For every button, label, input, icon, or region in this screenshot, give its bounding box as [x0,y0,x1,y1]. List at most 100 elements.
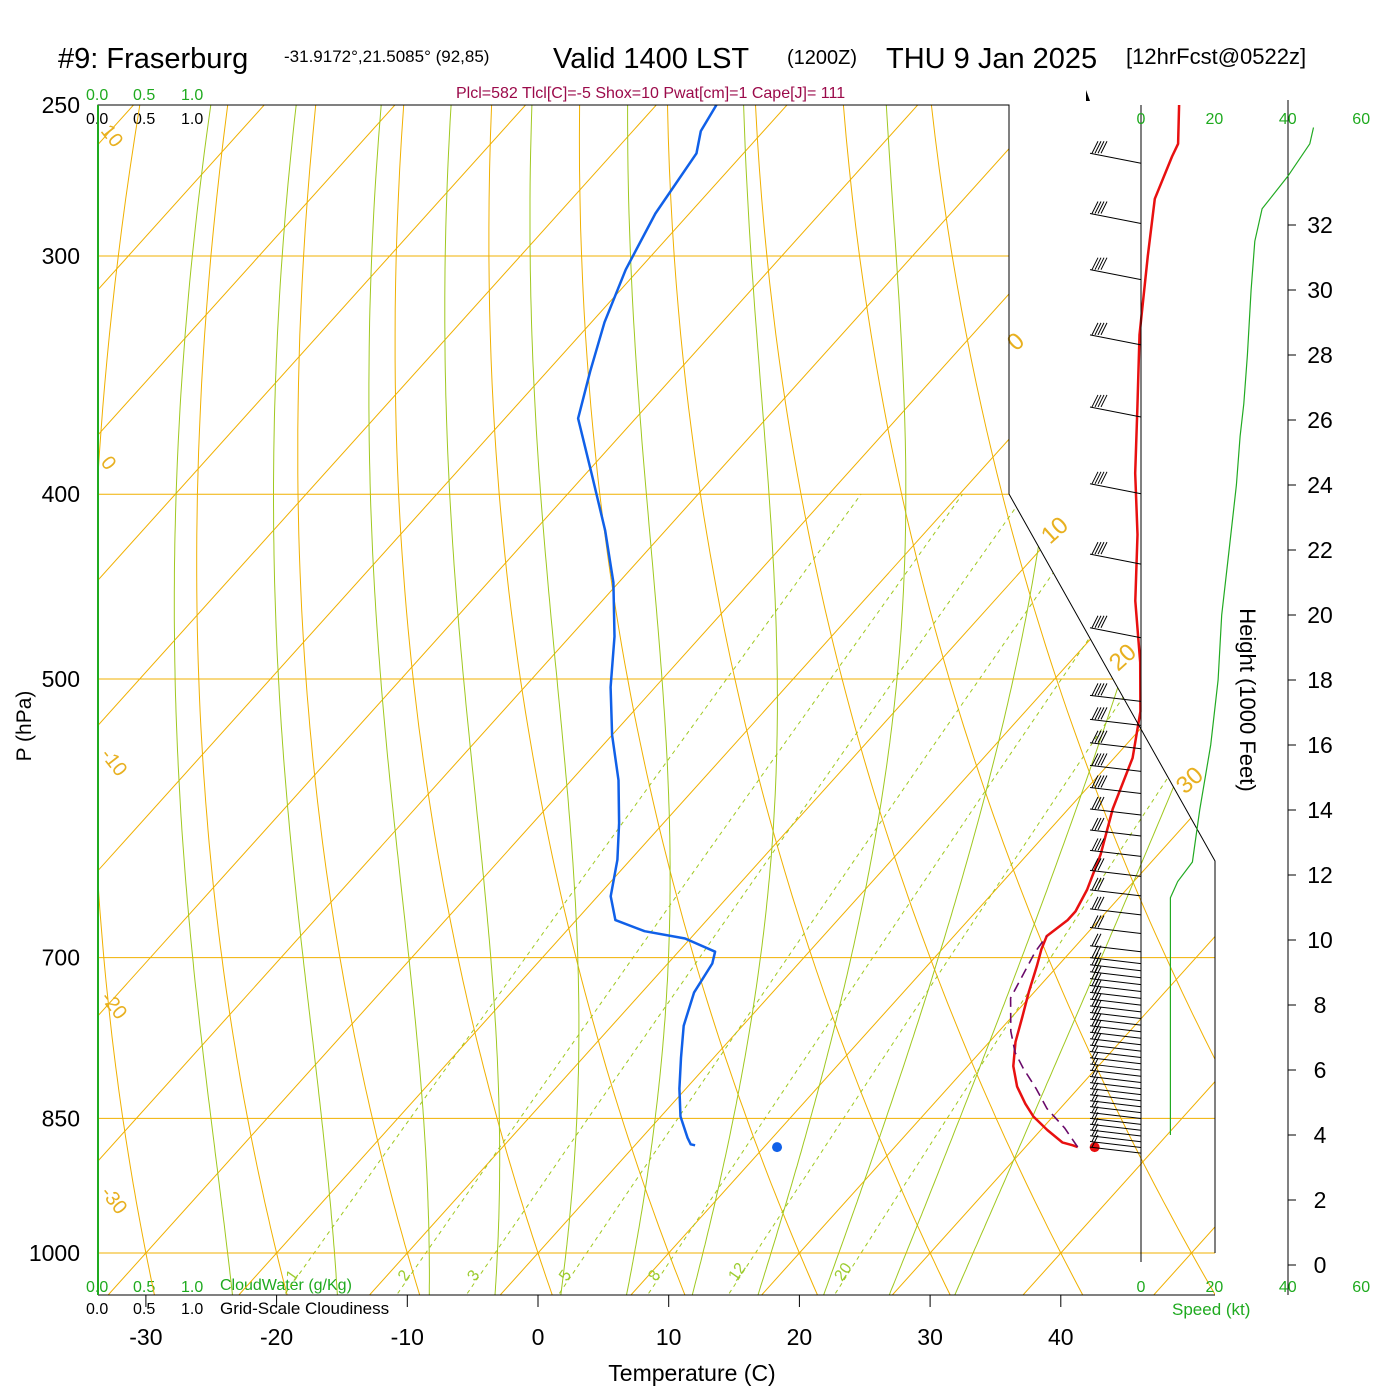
wind-barb [1089,1088,1142,1096]
wind-barb-feather [1097,796,1105,810]
y-tick-label: 400 [42,481,80,507]
moist-adiabat-line [624,105,671,1295]
wind-barb [1089,483,1142,495]
wind-barb [1089,1135,1142,1143]
wind-barb-feather [1094,707,1102,720]
station-title: #9: Fraserburg [58,43,248,75]
wind-barb-feather [1091,1106,1099,1119]
wind-barb-feather [1094,753,1102,766]
wind-barb [1089,627,1142,639]
bottom-black-0: 0.0 [86,1301,108,1318]
wind-barb-feather [1097,838,1105,851]
isotherm-label: -30 [96,1182,131,1218]
wind-barb-feather [1091,933,1099,946]
wind-barb [1089,1112,1142,1120]
wind-barb-feather [1094,817,1102,831]
speed-tick-label-bottom: 0 [1137,1279,1146,1296]
wind-barb [1089,1123,1142,1131]
valid-date: THU 9 Jan 2025 [886,43,1097,75]
isotherm-line [466,105,1215,1295]
wind-barb-feather [1091,915,1099,928]
wind-barb-feather [1097,896,1105,910]
x-tick-label: -10 [391,1324,424,1350]
wind-barb [1089,998,1142,1006]
wind-barb [1089,694,1142,702]
dry-adiabat-line [840,105,1215,1295]
wind-barb [1089,1094,1142,1102]
wind-barb [1089,1082,1142,1090]
wind-barb-feather [1091,753,1099,766]
wind-barb-feather [1091,1134,1099,1148]
dry-adiabat-line [1188,105,1215,1295]
wind-barb [1089,152,1142,164]
height-tick-label: 10 [1307,927,1333,953]
wind-barb-feather [1091,838,1099,851]
wind-barb [1089,1031,1142,1039]
wind-barb [1089,334,1142,346]
x-axis-title: Temperature (C) [608,1360,775,1386]
wind-barb [1089,1146,1142,1154]
stability-info: Plcl=582 Tlcl[C]=-5 Shox=10 Pwat[cm]=1 C… [456,85,845,102]
height-tick-label: 22 [1307,537,1333,563]
dry-adiabat-line [578,105,821,1295]
height-tick-label: 20 [1307,602,1333,628]
top-green-2: 1.0 [181,87,203,104]
dry-adiabat-line [488,105,688,1295]
wind-barb [1089,787,1142,795]
wind-barb [1089,1140,1142,1148]
moist-adiabat-line [273,105,339,1295]
wind-barb [1089,1100,1142,1108]
isotherm-label-right: 0 [1002,327,1030,356]
wind-barb [1089,213,1142,224]
wind-barb-feather [1091,1117,1099,1131]
moist-adiabat-line [951,105,1215,1295]
y-tick-label: 500 [42,666,80,692]
wind-barb-feather [1091,707,1099,720]
x-tick-label: 30 [917,1324,943,1350]
wind-barb-feather [1097,915,1105,928]
wind-barb-feather [1100,615,1108,628]
wind-barb-feather [1091,683,1099,696]
wind-barb [1089,849,1142,857]
height-tick-label: 2 [1314,1187,1327,1213]
isotherm-label: -20 [96,988,131,1024]
height-tick-label: 28 [1307,342,1333,368]
wind-barb-feather [1097,541,1105,555]
wind-barb-feather [1094,1032,1102,1046]
wind-barb-feather [1094,796,1102,810]
wind-barb-feather [1097,753,1105,766]
wind-barb-feather [1100,541,1108,555]
speed-tick-label-bottom: 20 [1206,1279,1224,1296]
isotherm-label-right: 10 [1036,512,1074,550]
wind-barb-feather [1100,753,1108,766]
dry-adiabat-line [1276,71,1400,1301]
surface-temperature-point [1089,1142,1100,1153]
plot-frame [97,104,1216,1296]
wind-barb [1089,1018,1142,1026]
isotherm-label-right: 30 [1171,762,1209,800]
temperature-line [1012,104,1181,1149]
parcel-line [1009,935,1079,1148]
height-tick-label: 0 [1314,1252,1327,1278]
wind-barb-feather [1094,541,1102,555]
isotherm-line [335,105,1215,1295]
wind-barb [1089,269,1142,281]
wind-barb [1089,869,1142,877]
wind-barb-feather [1100,322,1108,336]
wind-barb [1089,1057,1142,1065]
wind-barb-feather [1097,322,1105,336]
valid-utc: (1200Z) [787,47,857,69]
mixing-ratio-line [466,493,1026,1294]
wind-barb [1089,1005,1142,1013]
isotherm-label-right: 20 [1104,639,1142,677]
bottom-scale: 0.0 0.5 1.0 CloudWater (g/Kg) 0.0 0.5 1.… [86,1277,389,1318]
y-tick-label: 250 [42,92,80,118]
wind-barb [1089,957,1142,965]
forecast-label: [12hrFcst@0522z] [1126,44,1306,69]
isotherm-line [728,105,1215,1295]
wind-barb [1089,1025,1142,1033]
isotherm-line [98,105,589,1295]
dry-adiabat-line [1363,71,1400,1301]
